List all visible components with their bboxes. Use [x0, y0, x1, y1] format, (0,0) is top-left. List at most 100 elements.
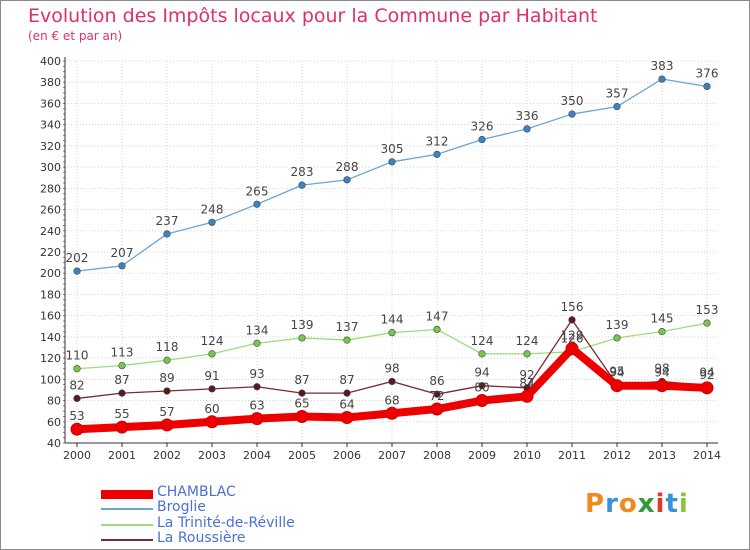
data-label-la-trinite-de-reville: 124 [471, 334, 494, 348]
proxiti-logo: Proxiti [585, 489, 689, 519]
data-point-la-trinite-de-reville [73, 365, 81, 373]
data-label-la-trinite-de-reville: 139 [606, 318, 629, 332]
data-point-la-trinite-de-reville [388, 329, 396, 337]
data-label-la-trinite-de-reville: 124 [201, 334, 224, 348]
data-label-broglie: 357 [606, 87, 629, 101]
y-tick-label: 380 [40, 76, 61, 89]
y-tick-label: 100 [40, 373, 61, 386]
chart-subtitle: (en € et par an) [28, 29, 123, 43]
legend-label-chamblac: CHAMBLAC [157, 484, 236, 500]
data-label-chamblac: 57 [159, 405, 174, 419]
data-label-chamblac: 55 [114, 407, 129, 421]
data-point-chamblac [565, 342, 579, 356]
data-point-broglie [613, 103, 621, 111]
data-label-chamblac: 65 [294, 396, 309, 410]
data-label-la-trinite-de-reville: 124 [516, 334, 539, 348]
data-label-broglie: 383 [651, 59, 674, 73]
data-point-la-roussiere [73, 394, 81, 403]
data-label-la-trinite-de-reville: 137 [336, 320, 359, 334]
data-label-chamblac: 84 [519, 376, 534, 390]
data-label-chamblac: 94 [654, 366, 669, 380]
data-point-chamblac [520, 389, 534, 403]
x-tick-label: 2010 [513, 449, 541, 462]
data-point-la-trinite-de-reville [208, 350, 216, 358]
x-tick-label: 2012 [603, 449, 631, 462]
y-tick-label: 280 [40, 182, 61, 195]
data-label-chamblac: 68 [384, 393, 399, 407]
data-label-la-trinite-de-reville: 147 [426, 309, 449, 323]
data-label-la-trinite-de-reville: 144 [381, 313, 404, 327]
y-tick-label: 360 [40, 97, 61, 110]
data-point-broglie [73, 267, 81, 275]
logo-letter: r [605, 489, 619, 519]
data-point-chamblac [385, 406, 399, 420]
data-label-broglie: 288 [336, 160, 359, 174]
x-tick-label: 2011 [558, 449, 586, 462]
data-point-la-roussiere [433, 390, 441, 398]
chart-title: Evolution des Impôts locaux pour la Comm… [28, 5, 598, 27]
data-point-broglie [703, 82, 711, 91]
logo-letter: t [665, 489, 679, 519]
legend-item-chamblac: CHAMBLAC [101, 484, 341, 502]
data-label-la-roussiere: 93 [249, 367, 264, 381]
data-label-la-trinite-de-reville: 139 [291, 318, 314, 332]
data-point-la-trinite-de-reville [433, 325, 441, 334]
legend-label-broglie: Broglie [157, 499, 206, 515]
data-label-chamblac: 63 [249, 399, 264, 413]
data-label-broglie: 326 [471, 120, 494, 134]
data-point-la-trinite-de-reville [343, 336, 351, 344]
legend-swatch-roussiere [101, 539, 153, 541]
legend-item-roussiere: La Roussière [101, 530, 341, 548]
data-point-la-roussiere [343, 389, 351, 397]
data-point-chamblac [160, 418, 174, 432]
x-tick-label: 2009 [468, 449, 496, 462]
legend-swatch-broglie [101, 508, 153, 510]
data-label-la-roussiere: 95 [609, 365, 624, 379]
data-point-la-trinite-de-reville [118, 361, 126, 370]
x-tick-label: 2006 [333, 449, 361, 462]
x-tick-label: 2013 [648, 449, 676, 462]
data-label-la-roussiere: 94 [699, 366, 714, 380]
data-point-la-roussiere [298, 389, 306, 397]
y-tick-label: 40 [47, 437, 61, 450]
legend-label-roussiere: La Roussière [157, 530, 246, 546]
y-tick-label: 400 [40, 55, 61, 68]
data-point-la-trinite-de-reville [253, 339, 261, 347]
data-point-broglie [118, 262, 126, 270]
data-point-la-roussiere [163, 387, 171, 395]
data-label-la-roussiere: 94 [474, 366, 489, 380]
y-tick-label: 240 [40, 225, 61, 238]
data-point-broglie [523, 125, 531, 133]
data-label-broglie: 312 [426, 134, 449, 148]
data-label-la-trinite-de-reville: 110 [66, 349, 89, 363]
data-point-chamblac [655, 379, 669, 393]
data-point-la-roussiere [388, 377, 396, 386]
data-point-chamblac [70, 422, 84, 436]
data-label-la-roussiere: 98 [384, 361, 399, 375]
data-point-chamblac [295, 409, 309, 423]
data-label-la-roussiere: 87 [339, 373, 354, 387]
data-label-la-roussiere: 87 [294, 373, 309, 387]
data-label-broglie: 202 [66, 251, 89, 265]
y-tick-label: 140 [40, 331, 61, 344]
data-label-broglie: 237 [156, 214, 179, 228]
data-label-la-roussiere: 86 [429, 374, 444, 388]
x-tick-label: 2003 [198, 449, 226, 462]
logo-letter: o [618, 489, 638, 519]
data-label-chamblac: 53 [69, 409, 84, 423]
data-label-la-roussiere: 82 [69, 378, 84, 392]
data-label-broglie: 248 [201, 202, 224, 216]
legend-item-broglie: Broglie [101, 499, 341, 517]
data-label-chamblac: 64 [339, 398, 354, 412]
legend-swatch-chamblac [101, 490, 153, 499]
data-label-broglie: 376 [696, 66, 719, 80]
logo-letter: i [655, 489, 666, 519]
data-point-chamblac [430, 402, 444, 416]
y-tick-label: 260 [40, 204, 61, 217]
y-tick-label: 220 [40, 246, 61, 259]
y-tick-label: 120 [40, 352, 61, 365]
y-tick-label: 80 [47, 395, 61, 408]
data-label-broglie: 283 [291, 165, 314, 179]
x-tick-label: 2002 [153, 449, 181, 462]
